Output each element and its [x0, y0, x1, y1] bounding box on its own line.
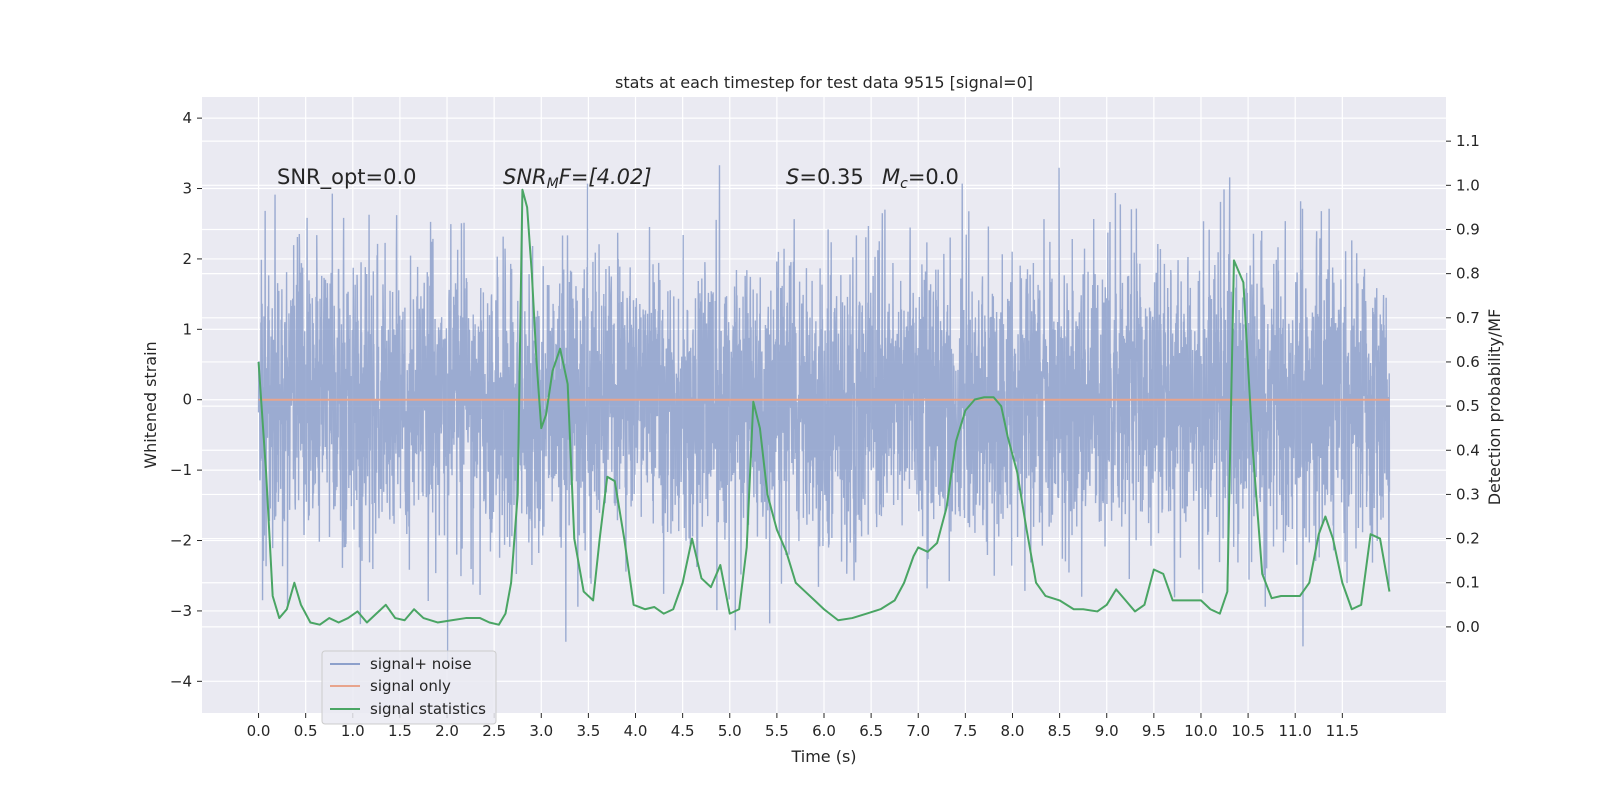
legend: signal+ noise signal only signal statist…	[321, 650, 497, 725]
y-right-tick-label-3: 0.3	[1456, 485, 1480, 503]
x-tick-label-14: 7.0	[906, 722, 930, 740]
x-tick-label-4: 2.0	[435, 722, 459, 740]
x-tick-label-23: 11.5	[1326, 722, 1359, 740]
y-left-axis-title: Whitened strain	[141, 341, 160, 468]
x-axis-ticks: 0.0 0.5 1.0 1.5 2.0 2.5 3.0 3.5 4.0 4.5 5.0 5.5 6.0 6…	[247, 713, 1359, 740]
x-tick-label-16: 8.0	[1001, 722, 1025, 740]
y-left-tick-label-5: 1	[182, 320, 192, 338]
y-right-tick-label-9: 0.9	[1456, 220, 1480, 238]
legend-label-signal-only: signal only	[370, 677, 451, 695]
y-right-tick-label-1: 0.1	[1456, 574, 1480, 592]
x-tick-label-21: 10.5	[1231, 722, 1264, 740]
y-right-tick-label-2: 0.2	[1456, 530, 1480, 548]
x-tick-label-1: 0.5	[294, 722, 318, 740]
y-right-axis-title: Detection probability/MF	[1485, 309, 1504, 506]
x-tick-label-8: 4.0	[624, 722, 648, 740]
y-left-tick-label-0: −4	[170, 672, 192, 690]
chart-title: stats at each timestep for test data 951…	[615, 73, 1033, 92]
x-tick-label-18: 9.0	[1095, 722, 1119, 740]
y-left-tick-label-2: −2	[170, 532, 192, 550]
y-right-tick-label-6: 0.6	[1456, 353, 1480, 371]
x-tick-label-0: 0.0	[247, 722, 271, 740]
y-right-tick-label-10: 1.0	[1456, 176, 1480, 194]
x-tick-label-6: 3.0	[529, 722, 553, 740]
y-left-tick-label-8: 4	[182, 109, 192, 127]
x-tick-label-15: 7.5	[953, 722, 977, 740]
y-left-tick-label-6: 2	[182, 250, 192, 268]
y-left-tick-label-1: −3	[170, 602, 192, 620]
x-tick-label-7: 3.5	[576, 722, 600, 740]
series-signal-statistics	[257, 188, 1391, 626]
x-tick-label-12: 6.0	[812, 722, 836, 740]
annotation-mc: Mc=0.0	[882, 165, 959, 192]
y-left-tick-label-7: 3	[182, 180, 192, 198]
annotation-mc-rest: =0.0	[908, 165, 959, 189]
y-right-axis-ticks: 0.0 0.1 0.2 0.3 0.4 0.5 0.6 0.7 0.8 0.9 1.0 1.1	[1446, 132, 1480, 636]
legend-label-signal-noise: signal+ noise	[370, 655, 472, 673]
line-signal-plus-noise	[257, 165, 1391, 660]
y-right-tick-label-8: 0.8	[1456, 265, 1480, 283]
x-tick-label-17: 8.5	[1048, 722, 1072, 740]
x-tick-label-19: 9.5	[1142, 722, 1166, 740]
y-right-tick-label-0: 0.0	[1456, 618, 1480, 636]
annotation-snr-mf: SNRMF=[4.02]	[503, 165, 652, 192]
x-tick-label-5: 2.5	[482, 722, 506, 740]
y-left-tick-label-3: −1	[170, 461, 192, 479]
y-right-tick-label-5: 0.5	[1456, 397, 1480, 415]
y-right-tick-label-11: 1.1	[1456, 132, 1480, 150]
x-axis-title: Time (s)	[790, 747, 856, 766]
annotation-s: S=0.35	[786, 165, 864, 189]
annotations: SNR_opt=0.0 SNRMF=[4.02] S=0.35 Mc=0.0	[277, 165, 959, 192]
y-left-axis-ticks: −4 −3 −2 −1 0 1 2 3 4	[170, 109, 202, 690]
series-signal-plus-noise	[257, 165, 1391, 660]
annotation-s-rest: =0.35	[799, 165, 863, 189]
legend-label-signal-statistics: signal statistics	[370, 700, 486, 718]
annotation-snr-mf-main: SNR	[503, 165, 547, 189]
x-tick-label-13: 6.5	[859, 722, 883, 740]
annotation-mc-sub: c	[900, 176, 908, 192]
annotation-snr-mf-rest: F=[4.02]	[559, 165, 652, 189]
annotation-s-main: S	[786, 165, 799, 189]
x-tick-label-3: 1.5	[388, 722, 412, 740]
y-right-tick-label-7: 0.7	[1456, 309, 1480, 327]
annotation-snr-mf-sub: M	[547, 176, 559, 192]
y-left-tick-label-4: 0	[182, 391, 192, 409]
x-tick-label-20: 10.0	[1184, 722, 1217, 740]
x-tick-label-11: 5.5	[765, 722, 789, 740]
annotation-mc-main: M	[882, 165, 900, 189]
legend-box	[321, 650, 497, 725]
x-tick-label-10: 5.0	[718, 722, 742, 740]
line-signal-statistics	[257, 188, 1391, 626]
x-tick-label-9: 4.5	[671, 722, 695, 740]
x-tick-label-2: 1.0	[341, 722, 365, 740]
x-tick-label-22: 11.0	[1279, 722, 1312, 740]
annotation-snr-opt: SNR_opt=0.0	[277, 165, 417, 190]
y-right-tick-label-4: 0.4	[1456, 441, 1480, 459]
